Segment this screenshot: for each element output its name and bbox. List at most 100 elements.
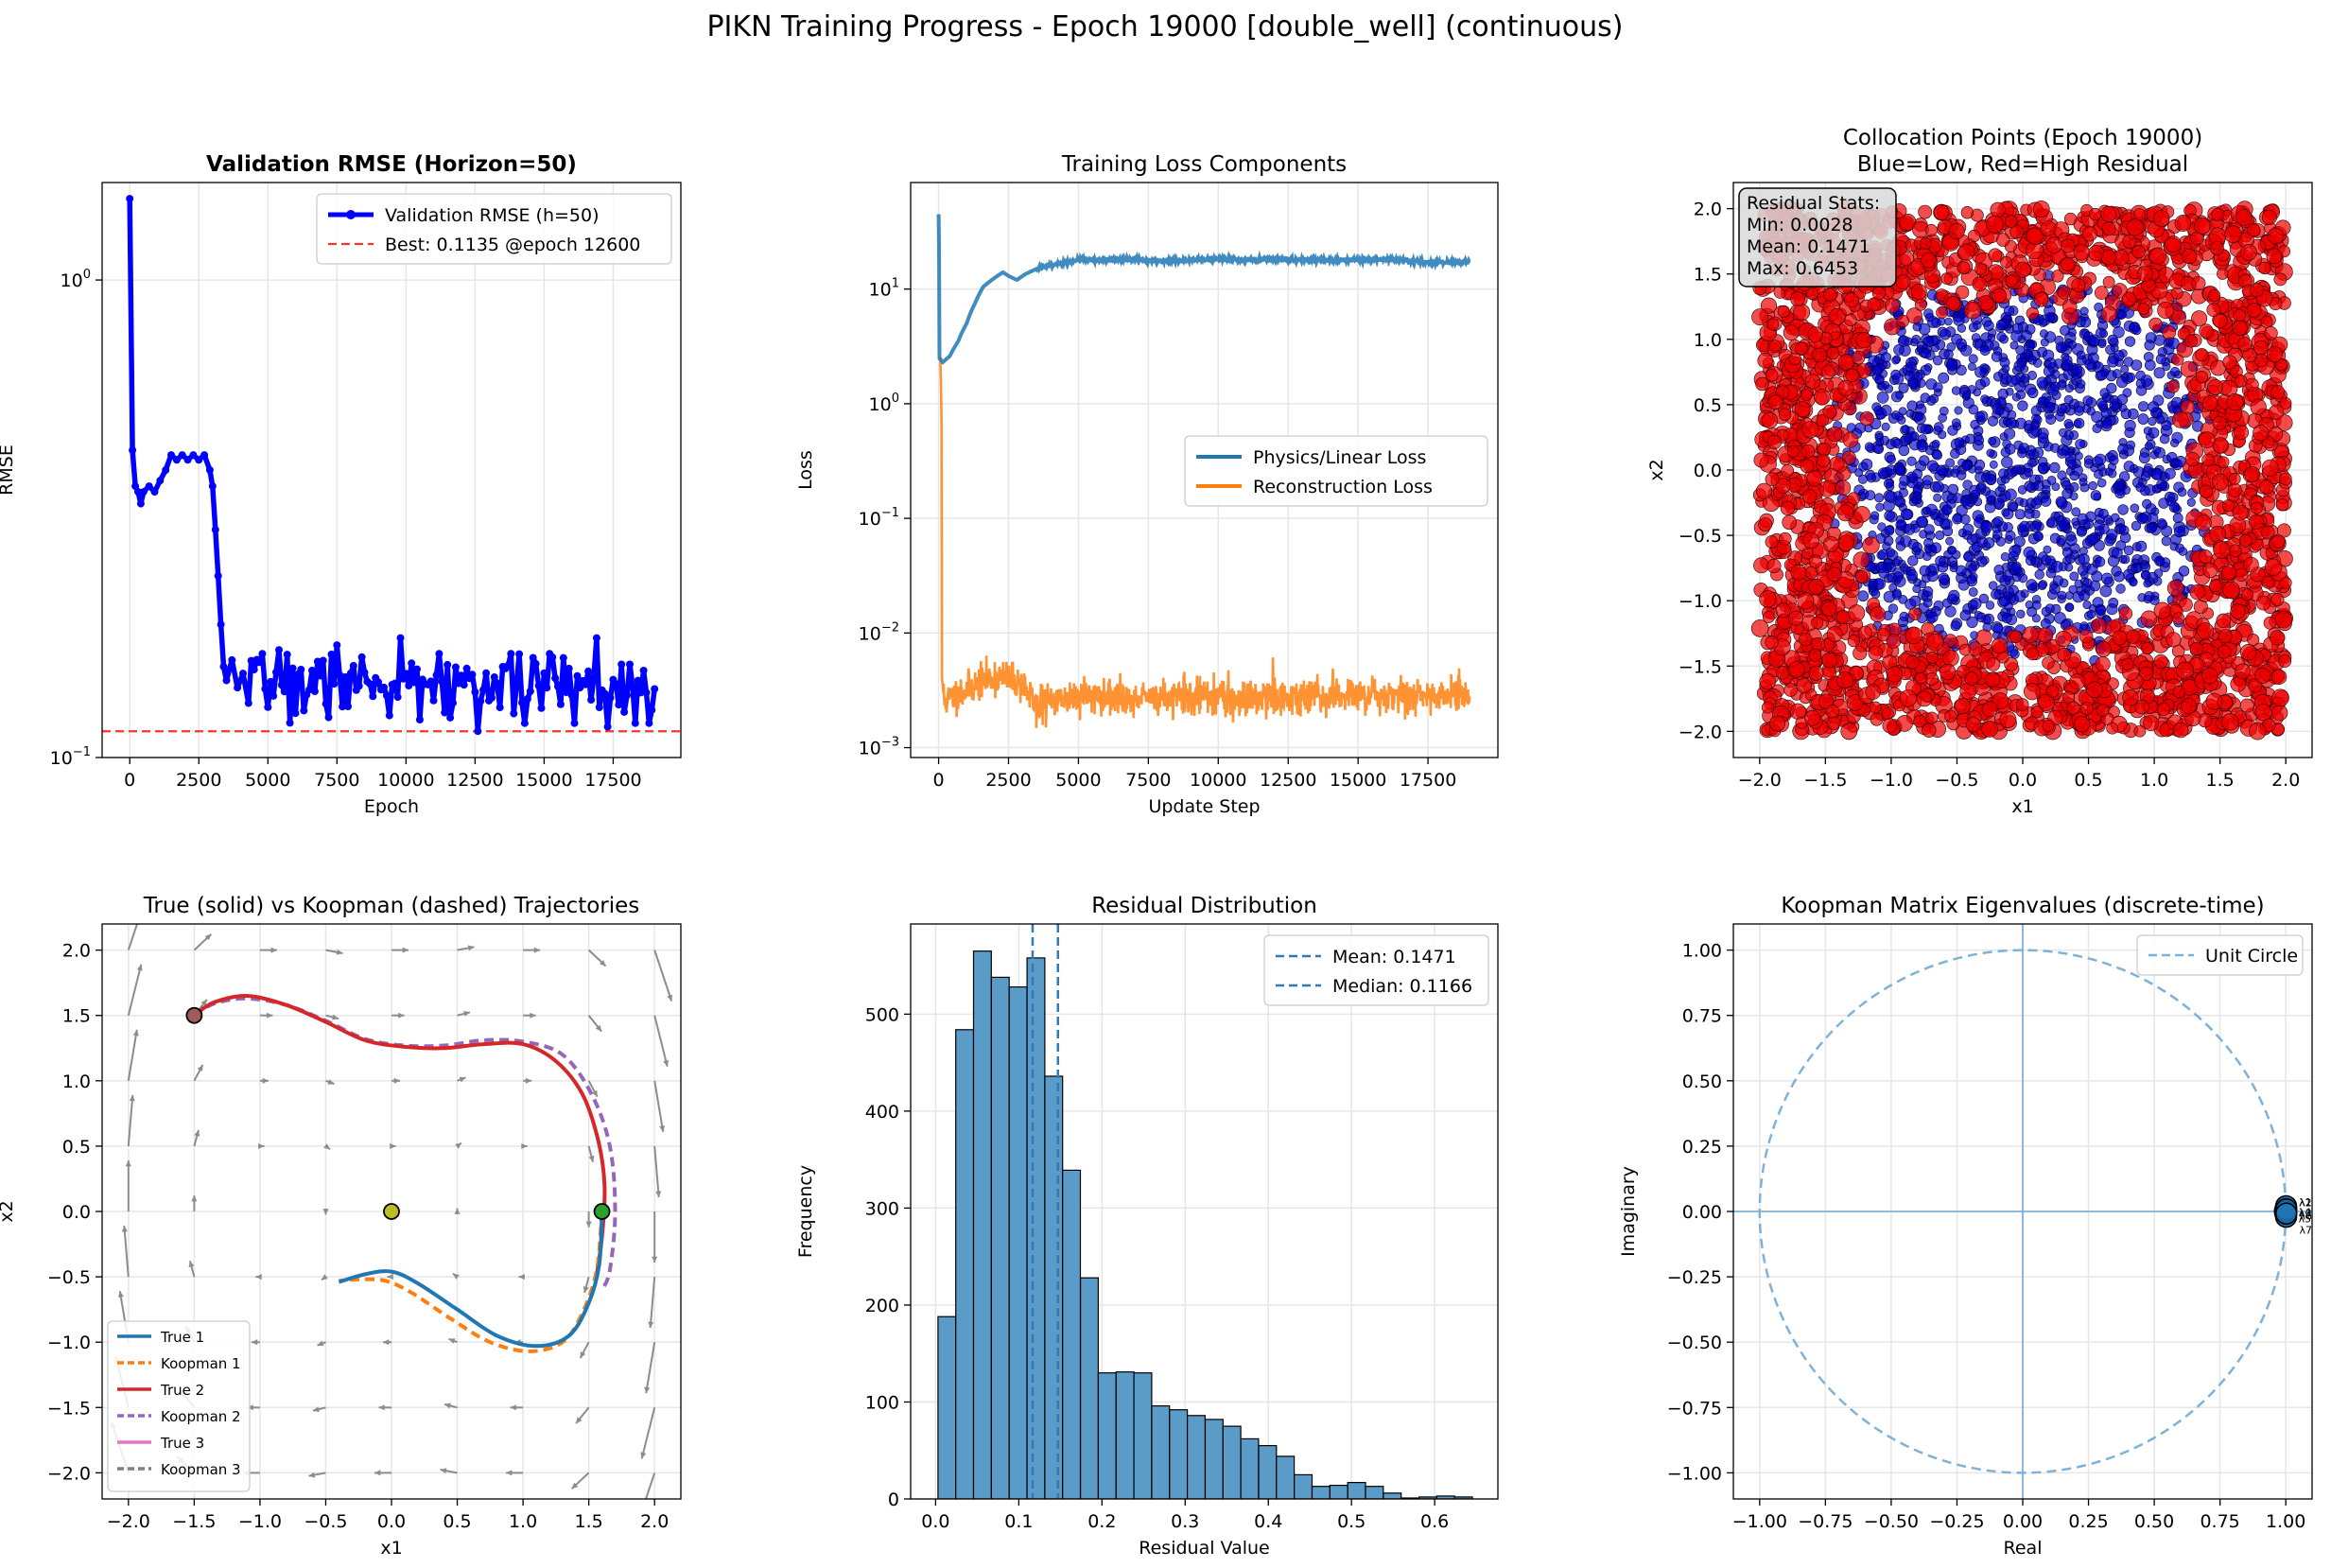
histogram-bar [1453, 1496, 1473, 1499]
rmse-point [432, 671, 441, 679]
low-residual-point [2095, 556, 2106, 567]
low-residual-point [2116, 393, 2129, 405]
high-residual-point [1759, 672, 1776, 690]
high-residual-point [2022, 626, 2039, 643]
high-residual-point [1948, 223, 1965, 240]
high-residual-point [1845, 368, 1859, 383]
low-residual-point [2101, 572, 2114, 584]
rmse-point [634, 676, 642, 685]
rmse-point [167, 451, 175, 460]
high-residual-point [1765, 369, 1779, 382]
high-residual-point [2173, 722, 2189, 739]
low-residual-point [1931, 439, 1940, 448]
low-residual-point [2037, 432, 2049, 444]
high-residual-point [1751, 308, 1769, 326]
low-residual-point [2109, 455, 2119, 465]
low-residual-point [2171, 431, 2183, 444]
vector-field-arrowhead [644, 1386, 651, 1394]
low-residual-point [1904, 433, 1914, 444]
low-residual-point [2021, 373, 2030, 383]
high-residual-point [1955, 285, 1970, 300]
rmse-point [468, 671, 477, 679]
low-residual-point [1935, 530, 1945, 540]
high-residual-point [1957, 243, 1975, 261]
high-residual-point [1899, 689, 1918, 707]
rmse-y-tick-exp: 0 [83, 268, 91, 282]
high-residual-point [2166, 632, 2182, 648]
low-residual-point [2135, 482, 2146, 493]
low-residual-point [2051, 561, 2063, 573]
high-residual-point [1924, 223, 1938, 237]
low-residual-point [1887, 603, 1899, 614]
low-residual-point [1865, 490, 1876, 500]
low-residual-point [2063, 419, 2074, 428]
rmse-overlay: 0 2500 5000 7500 10000 12500 15000 1750010−1100… [0, 152, 682, 817]
loss-x-tick-label: 15000 [1330, 770, 1386, 791]
vector-field-arrowhead [588, 1155, 595, 1162]
high-residual-point [2249, 514, 2265, 530]
low-residual-point [2069, 481, 2079, 492]
high-residual-point [2245, 377, 2259, 392]
low-residual-point [2027, 355, 2037, 365]
low-residual-point [2114, 570, 2125, 583]
vector-field-arrowhead [652, 1256, 658, 1263]
low-residual-point [2096, 605, 2106, 616]
loss-y-tick-base: 10 [869, 280, 892, 301]
low-residual-point [2120, 554, 2131, 565]
low-residual-point [2115, 584, 2126, 594]
vector-field-arrowhead [387, 1274, 393, 1281]
low-residual-point [1950, 620, 1961, 632]
low-residual-point [1988, 415, 1999, 427]
high-residual-point [2005, 274, 2019, 287]
low-residual-point [1876, 391, 1889, 404]
low-residual-point [2069, 470, 2079, 481]
low-residual-point [2104, 467, 2114, 477]
low-residual-point [2074, 418, 2085, 429]
high-residual-point [2269, 404, 2285, 420]
traj-title: True (solid) vs Koopman (dashed) Traject… [143, 894, 640, 918]
low-residual-point [1973, 497, 1983, 507]
high-residual-point [2181, 698, 2197, 714]
rmse-point [145, 482, 153, 491]
low-residual-point [2071, 507, 2081, 517]
high-residual-point [2243, 556, 2259, 573]
high-residual-point [2217, 268, 2229, 280]
high-residual-point [2100, 250, 2116, 266]
residual-stats-line: Min: 0.0028 [1747, 215, 1853, 235]
rmse-point [600, 689, 609, 698]
vector-field-arrowhead [640, 1452, 647, 1459]
histogram-bar [1383, 1492, 1402, 1499]
low-residual-point [1959, 609, 1972, 621]
low-residual-point [1922, 585, 1934, 597]
low-residual-point [1979, 345, 1991, 356]
low-residual-point [2143, 595, 2152, 604]
vector-field-arrowhead [600, 960, 606, 967]
rmse-point [156, 477, 165, 485]
reconstruction-loss-line [938, 357, 1471, 728]
low-residual-point [2027, 387, 2039, 398]
legend-trajectory-label: Koopman 1 [161, 1355, 241, 1372]
low-residual-point [1938, 572, 1950, 584]
low-residual-point [2113, 326, 2125, 339]
histogram-bar [1079, 1277, 1099, 1499]
vector-field-arrowhead [374, 1470, 381, 1476]
rmse-point [200, 451, 209, 460]
loss-ylabel: Loss [795, 450, 816, 490]
low-residual-point [1968, 587, 1978, 597]
low-residual-point [1976, 556, 1988, 567]
legend-validation-marker [346, 210, 356, 219]
rmse-point [543, 684, 551, 692]
high-residual-point [1814, 389, 1831, 406]
low-residual-point [2143, 579, 2152, 588]
low-residual-point [1963, 551, 1974, 562]
rmse-point [648, 706, 656, 714]
rmse-point [286, 719, 294, 727]
low-residual-point [2045, 518, 2055, 528]
low-residual-point [1954, 406, 1963, 415]
vector-field-arrowhead [448, 1338, 456, 1344]
low-residual-point [1916, 439, 1927, 450]
high-residual-point [1885, 298, 1900, 314]
high-residual-point [1761, 701, 1774, 714]
low-residual-point [2099, 329, 2109, 339]
rmse-point [244, 699, 252, 707]
